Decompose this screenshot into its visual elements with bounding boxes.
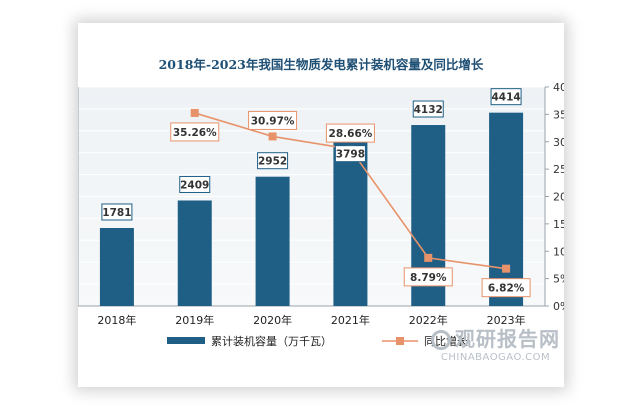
bar xyxy=(333,139,368,306)
y-right-tick-label: 30% xyxy=(553,136,564,149)
y-right-tick-label: 15% xyxy=(553,218,564,231)
bar xyxy=(489,112,524,306)
bar-data-label: 4414 xyxy=(491,92,520,104)
line-label-box xyxy=(325,123,375,143)
y-right-tick-label: 10% xyxy=(553,245,564,258)
x-tick-label: 2019年 xyxy=(175,313,214,327)
line-label-box xyxy=(248,110,298,130)
watermark-main: 观研报告网 xyxy=(455,327,560,351)
growth-point xyxy=(268,132,277,141)
x-tick-label: 2018年 xyxy=(97,313,136,327)
growth-point xyxy=(502,264,511,273)
x-tick-label: 2022年 xyxy=(409,313,448,327)
y-right-tick-label: 0% xyxy=(553,300,564,313)
y-right-tick-label: 5% xyxy=(553,273,564,286)
line-label-box xyxy=(481,278,531,298)
legend-bar-swatch xyxy=(167,337,205,344)
x-tick-label: 2023年 xyxy=(487,313,526,327)
growth-point xyxy=(190,108,199,117)
bar-label-box xyxy=(490,88,522,106)
x-tick-label: 2021年 xyxy=(331,313,370,327)
legend-line-marker xyxy=(396,337,404,345)
bar xyxy=(255,176,290,306)
line-data-label: 28.66% xyxy=(329,128,373,140)
line-data-label: 8.79% xyxy=(410,272,447,284)
bar-label-box xyxy=(179,175,211,193)
bar-label-box xyxy=(412,100,444,118)
line-data-label: 35.26% xyxy=(173,127,217,139)
bar-label-box xyxy=(257,152,289,170)
watermark-logo-icon xyxy=(431,330,451,350)
y-right-tick-label: 20% xyxy=(553,191,564,204)
y-right-tick-label: 35% xyxy=(553,108,564,121)
y-right-tick-label: 25% xyxy=(553,163,564,176)
bar xyxy=(177,200,212,306)
bar xyxy=(99,227,134,306)
chart-title: 2018年-2023年我国生物质发电累计装机容量及同比增长 xyxy=(159,57,484,72)
bar-data-label: 3798 xyxy=(336,149,365,161)
watermark: 观研报告网 CHINABAOGAO.COM xyxy=(431,323,560,363)
line-data-label: 6.82% xyxy=(488,283,525,295)
x-tick-label: 2020年 xyxy=(253,313,292,327)
bar-data-label: 2409 xyxy=(180,179,209,191)
bar-data-label: 2952 xyxy=(258,156,287,168)
bar-data-label: 4132 xyxy=(414,104,443,116)
bar-label-box xyxy=(101,203,133,221)
bar-label-box xyxy=(334,145,366,163)
line-data-label: 30.97% xyxy=(251,115,295,127)
bar-data-label: 1781 xyxy=(102,207,131,219)
line-label-box xyxy=(403,267,453,287)
line-label-box xyxy=(170,122,220,142)
growth-point xyxy=(424,253,433,262)
watermark-sub: CHINABAOGAO.COM xyxy=(440,352,551,363)
legend-bar-label: 累计装机容量（万千瓦） xyxy=(211,334,332,348)
y-right-tick-label: 40% xyxy=(553,81,564,94)
